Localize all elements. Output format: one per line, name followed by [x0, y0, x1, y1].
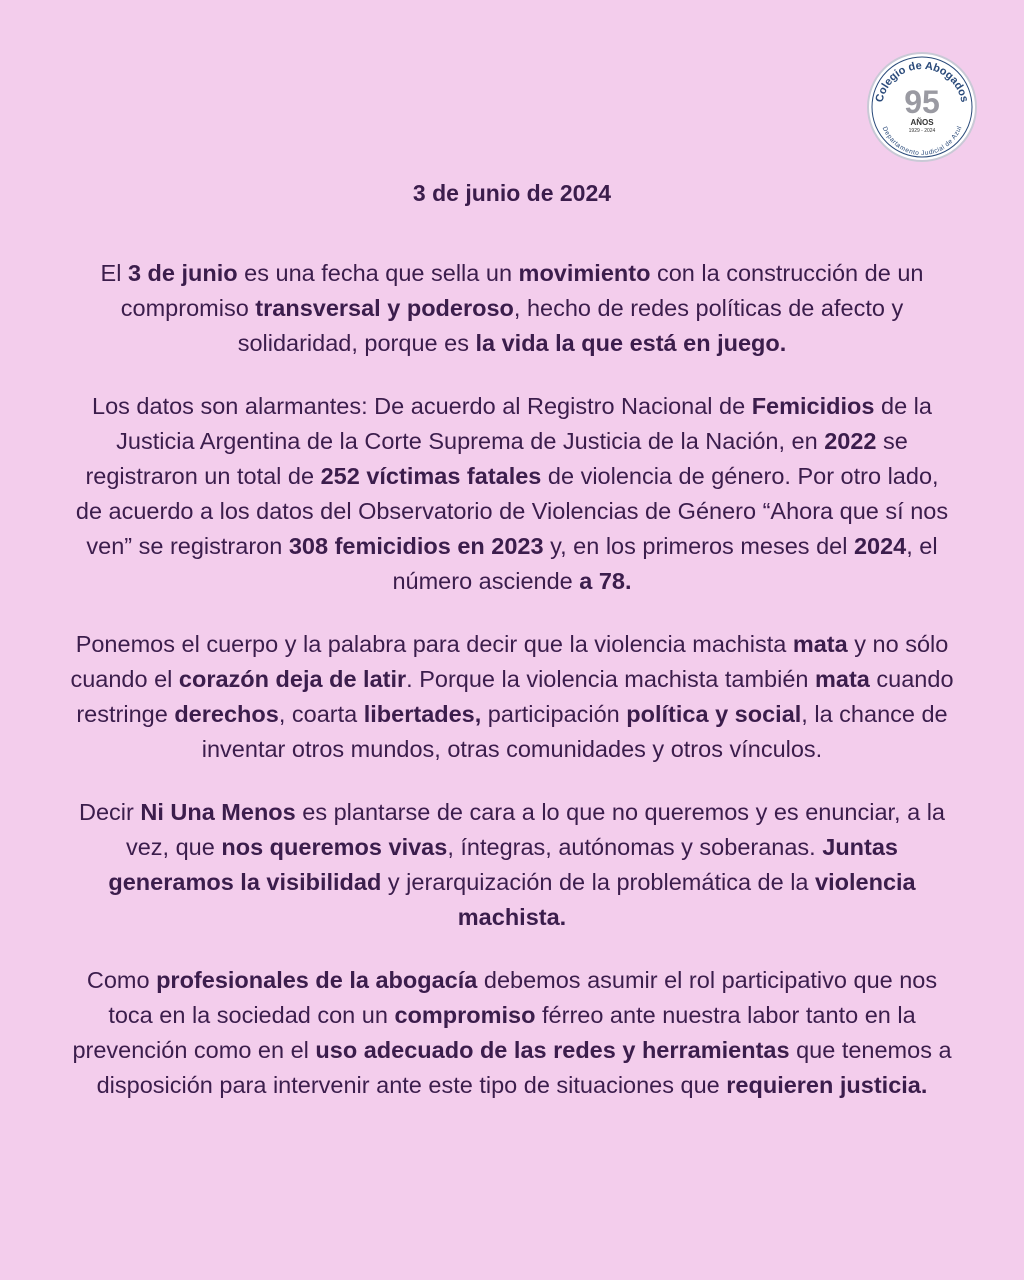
text: y no sólo cuando el	[70, 631, 949, 692]
text: cuando restringe	[76, 666, 954, 727]
bold-text: profesionales de la abogacía	[156, 967, 478, 993]
bold-text: 2022	[824, 428, 877, 454]
text: y, en los primeros meses del	[543, 533, 854, 559]
bold-text: compromiso	[394, 1002, 536, 1028]
bold-text: 2024	[853, 533, 907, 559]
bold-text: requieren justicia.	[726, 1072, 928, 1098]
text: Como	[86, 967, 157, 993]
bold-text: política y social	[626, 701, 802, 727]
bold-text: transversal y poderoso	[255, 295, 514, 321]
text: , hecho de redes políticas de afecto y s…	[237, 295, 904, 356]
bold-text: Ni Una Menos	[140, 799, 296, 825]
text: . Porque la violencia machista también	[406, 666, 816, 692]
text: , la chance de inventar otros mundos, ot…	[201, 701, 948, 762]
bold-text: mata	[815, 666, 870, 692]
bold-text: movimiento	[518, 260, 651, 286]
bold-text: la vida la que está en juego.	[475, 330, 787, 356]
text: participación	[481, 701, 627, 727]
bold-text: nos queremos vivas	[221, 834, 448, 860]
text: es una fecha que sella un	[237, 260, 519, 286]
bold-text: derechos	[174, 701, 279, 727]
paragraph: Decir Ni Una Menos es plantarse de cara …	[70, 795, 954, 935]
svg-text:95: 95	[904, 84, 940, 120]
bold-text: corazón deja de latir	[178, 666, 407, 692]
text: Ponemos el cuerpo y la palabra para deci…	[75, 631, 793, 657]
bold-text: 308 femicidios en 2023	[288, 533, 544, 559]
bold-text: mata	[792, 631, 848, 657]
text: , el número asciende	[392, 533, 938, 594]
text: El	[100, 260, 128, 286]
bold-text: 3 de junio	[127, 260, 238, 286]
bold-text: uso adecuado de las redes y herramientas	[315, 1037, 790, 1063]
colegio-abogados-logo: Colegio de Abogados Departamento Judicia…	[864, 51, 980, 163]
post-body: El 3 de junio es una fecha que sella un …	[70, 256, 954, 1131]
text: férreo ante nuestra labor tanto en la pr…	[72, 1002, 916, 1063]
text: que tenemos a disposición para interveni…	[96, 1037, 952, 1098]
paragraph: Ponemos el cuerpo y la palabra para deci…	[70, 627, 954, 767]
bold-text: Juntas generamos la visibilidad	[108, 834, 898, 895]
bold-text: a 78.	[579, 568, 632, 594]
text: Los datos son alarmantes: De acuerdo al …	[92, 393, 752, 419]
post-date: 3 de junio de 2024	[412, 180, 612, 206]
text: es plantarse de cara a lo que no queremo…	[125, 799, 946, 860]
paragraph: El 3 de junio es una fecha que sella un …	[70, 256, 954, 361]
text: con la construcción de un compromiso	[120, 260, 924, 321]
bold-text: violencia machista.	[457, 869, 916, 930]
bold-text: 252 víctimas fatales	[320, 463, 542, 489]
bold-text: Femicidios	[751, 393, 875, 419]
paragraph: Como profesionales de la abogacía debemo…	[70, 963, 954, 1103]
bold-text: libertades,	[363, 701, 482, 727]
text: de la Justicia Argentina de la Corte Sup…	[116, 393, 932, 454]
text: se registraron un total de	[85, 428, 908, 489]
text: Decir	[78, 799, 141, 825]
svg-text:AÑOS: AÑOS	[910, 118, 934, 127]
text: y jerarquización de la problemática de l…	[381, 869, 816, 895]
paragraph: Los datos son alarmantes: De acuerdo al …	[70, 389, 954, 599]
text: debemos asumir el rol participativo que …	[108, 967, 938, 1028]
svg-text:1929 - 2024: 1929 - 2024	[909, 128, 936, 134]
text: , íntegras, autónomas y soberanas.	[447, 834, 823, 860]
text: de violencia de género. Por otro lado, d…	[75, 463, 949, 559]
text: , coarta	[278, 701, 364, 727]
